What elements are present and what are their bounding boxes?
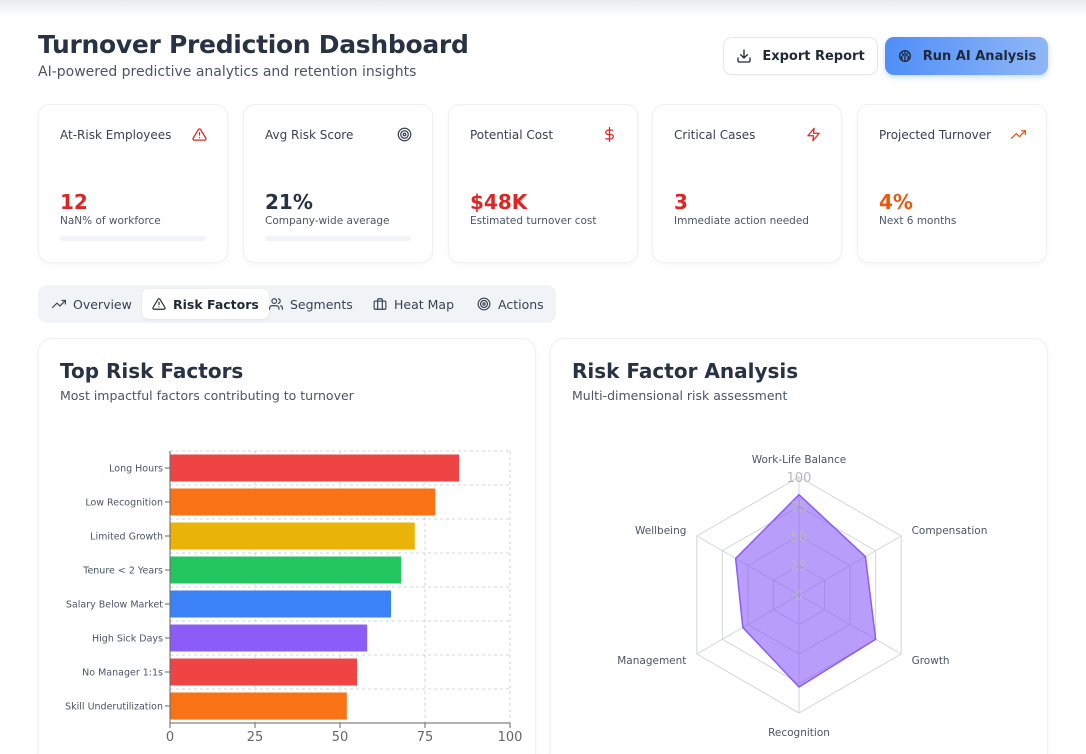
top-risk-factors-card: Top Risk Factors Most impactful factors … — [38, 338, 536, 754]
bar[interactable] — [170, 556, 402, 584]
radar-axis-label: Compensation — [912, 525, 988, 537]
radar-axis-label: Growth — [912, 655, 950, 667]
kpi-label: At-Risk Employees — [60, 128, 172, 142]
y-tick-label: Salary Below Market — [66, 600, 163, 611]
target-icon — [397, 127, 412, 142]
tab-label: Overview — [73, 296, 132, 312]
kpi-card-avg-risk: Avg Risk Score 21% Company-wide average — [243, 104, 433, 263]
y-tick-label: Low Recognition — [85, 498, 163, 509]
kpi-progress-track — [60, 236, 206, 241]
kpi-card-at-risk: At-Risk Employees 12 NaN% of workforce — [38, 104, 228, 263]
dollar-icon — [605, 127, 614, 142]
x-tick-label: 75 — [417, 730, 434, 745]
target-icon — [477, 297, 491, 311]
trending-up-icon — [52, 299, 66, 309]
radar-axis-label: Wellbeing — [635, 525, 686, 537]
kpi-card-critical-cases: Critical Cases 3 Immediate action needed — [652, 104, 842, 263]
bar[interactable] — [170, 488, 436, 516]
kpi-subtext: Next 6 months — [879, 215, 957, 227]
radial-tick-label: 75 — [791, 501, 808, 516]
kpi-subtext: Immediate action needed — [674, 215, 809, 227]
tab-risk-factors[interactable]: Risk Factors — [142, 289, 269, 319]
radial-tick-label: 25 — [791, 560, 808, 575]
card-title: Top Risk Factors — [60, 359, 244, 383]
risk-radar-chart: 0 25 50 75 100 Work-Life Balance Compensation G… — [617, 454, 988, 739]
brain-icon — [898, 50, 911, 62]
kpi-value: $48K — [470, 190, 528, 214]
bar[interactable] — [170, 692, 347, 720]
top-shadow — [0, 0, 1086, 18]
radar-axis-label: Work-Life Balance — [752, 454, 847, 466]
kpi-label: Potential Cost — [470, 128, 554, 142]
kpi-value: 3 — [674, 190, 688, 214]
y-tick-label: High Sick Days — [92, 634, 163, 645]
tab-bar: Overview Risk Factors Segments Heat Map … — [38, 285, 556, 323]
download-icon — [737, 49, 751, 63]
y-tick-label: Tenure < 2 Years — [82, 566, 163, 577]
kpi-value: 12 — [60, 190, 88, 214]
kpi-label: Projected Turnover — [879, 128, 992, 142]
tab-heat-map[interactable]: Heat Map — [363, 289, 464, 319]
radar-axis-label: Recognition — [768, 727, 830, 739]
bar[interactable] — [170, 624, 368, 652]
x-tick-label: 0 — [166, 730, 174, 745]
run-ai-analysis-label: Run AI Analysis — [922, 48, 1037, 64]
bar[interactable] — [170, 590, 391, 618]
y-tick-label: No Manager 1:1s — [82, 668, 163, 679]
building-icon — [373, 298, 387, 310]
kpi-progress-track — [265, 236, 411, 241]
x-tick-label: 25 — [247, 730, 264, 745]
bar[interactable] — [170, 454, 459, 482]
tab-label: Segments — [290, 296, 353, 312]
export-report-label: Export Report — [762, 48, 865, 64]
card-subtitle: Most impactful factors contributing to t… — [60, 388, 354, 403]
bar[interactable] — [170, 522, 415, 550]
kpi-subtext: Company-wide average — [265, 215, 390, 227]
risk-factors-bar-chart: Long Hours Low Recognition Limited Growth T… — [65, 450, 523, 745]
radial-tick-label: 100 — [787, 471, 812, 486]
y-tick-label: Skill Underutilization — [65, 702, 163, 713]
risk-factor-analysis-card: Risk Factor Analysis Multi-dimensional r… — [550, 338, 1048, 754]
kpi-value: 4% — [879, 190, 913, 214]
kpi-subtext: NaN% of workforce — [60, 215, 161, 227]
kpi-label: Critical Cases — [674, 128, 756, 142]
alert-triangle-icon — [152, 298, 166, 310]
users-icon — [269, 298, 283, 310]
kpi-label: Avg Risk Score — [265, 128, 354, 142]
tab-label: Actions — [498, 296, 544, 312]
y-tick-label: Long Hours — [109, 464, 163, 475]
tab-segments[interactable]: Segments — [259, 289, 363, 319]
alert-triangle-icon — [192, 128, 207, 141]
tab-label: Risk Factors — [173, 296, 259, 312]
export-report-button[interactable]: Export Report — [723, 37, 878, 75]
y-tick-label: Limited Growth — [90, 532, 163, 543]
trending-up-icon — [1011, 130, 1026, 139]
radial-tick-label: 0 — [795, 589, 803, 604]
bar[interactable] — [170, 658, 357, 686]
lightning-icon — [807, 127, 820, 142]
radar-series-area[interactable] — [734, 493, 877, 689]
card-subtitle: Multi-dimensional risk assessment — [572, 388, 788, 403]
kpi-card-projected-turnover: Projected Turnover 4% Next 6 months — [857, 104, 1047, 263]
kpi-subtext: Estimated turnover cost — [470, 215, 597, 227]
card-title: Risk Factor Analysis — [572, 359, 799, 383]
page-subtitle: AI-powered predictive analytics and rete… — [38, 64, 417, 80]
kpi-value: 21% — [265, 190, 313, 214]
run-ai-analysis-button[interactable]: Run AI Analysis — [885, 37, 1048, 75]
x-tick-label: 100 — [498, 730, 523, 745]
tab-actions[interactable]: Actions — [467, 289, 554, 319]
kpi-card-potential-cost: Potential Cost $48K Estimated turnover c… — [448, 104, 638, 263]
radial-tick-label: 50 — [791, 530, 808, 545]
tab-overview[interactable]: Overview — [42, 289, 142, 319]
tab-label: Heat Map — [394, 296, 455, 312]
radar-axis-label: Management — [617, 655, 686, 667]
page-title: Turnover Prediction Dashboard — [38, 30, 469, 59]
x-tick-label: 50 — [332, 730, 349, 745]
